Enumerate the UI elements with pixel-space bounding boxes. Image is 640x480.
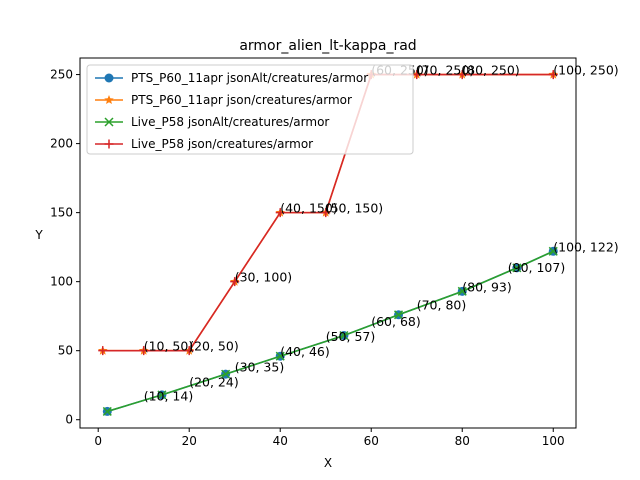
data-label: (20, 50): [189, 339, 239, 354]
y-tick-label: 100: [50, 275, 73, 289]
data-label: (10, 50): [144, 339, 194, 354]
data-label: (50, 57): [326, 329, 376, 344]
data-label: (40, 150): [280, 201, 337, 216]
annotation-layer: (10, 14)(20, 24)(30, 35)(40, 46)(50, 57)…: [144, 63, 619, 404]
data-point: [275, 208, 285, 218]
data-label: (20, 24): [189, 375, 239, 390]
y-tick-label: 0: [65, 413, 73, 427]
data-point: [157, 390, 167, 400]
x-axis-label: X: [324, 456, 332, 470]
legend-marker: [104, 73, 114, 83]
data-point: [412, 70, 422, 80]
legend-label: Live_P58 jsonAlt/creatures/armor: [131, 115, 329, 129]
data-label: (100, 250): [553, 63, 618, 78]
data-point: [321, 208, 331, 218]
legend-label: Live_P58 json/creatures/armor: [131, 137, 313, 151]
x-tick-label: 20: [182, 434, 197, 448]
data-point: [457, 286, 467, 296]
data-point: [230, 277, 240, 287]
legend-label: PTS_P60_11apr json/creatures/armor: [131, 93, 352, 107]
data-point: [275, 351, 285, 361]
chart-title: armor_alien_lt-kappa_rad: [239, 38, 416, 54]
series-3: [102, 246, 558, 416]
data-label: (80, 93): [462, 279, 512, 294]
data-label: (50, 150): [326, 201, 383, 216]
legend-marker: [104, 117, 114, 127]
data-point: [184, 346, 194, 356]
y-tick-label: 50: [58, 344, 73, 358]
series-layer: [98, 69, 558, 416]
legend-label: PTS_P60_11apr jsonAlt/creatures/armor: [131, 71, 368, 85]
series-line: [102, 73, 554, 352]
series-4: [98, 70, 558, 356]
legend-box: [86, 64, 414, 155]
data-label: (30, 100): [235, 270, 292, 285]
x-tick-label: 60: [364, 434, 379, 448]
axis-ticks: 0 20 40 60 80 100 0 50 100 150 200 250: [50, 68, 565, 448]
legend-item: PTS_P60_11apr json/creatures/armor: [95, 93, 352, 107]
legend-item: PTS_P60_11apr jsonAlt/creatures/armor: [95, 71, 368, 85]
y-tick-label: 150: [50, 206, 73, 220]
data-point: [548, 246, 558, 256]
data-point: [98, 346, 108, 356]
data-label: (40, 46): [280, 344, 330, 359]
x-tick-label: 100: [542, 434, 565, 448]
y-tick-label: 200: [50, 137, 73, 151]
data-label: (70, 80): [417, 297, 467, 312]
data-label: (60, 68): [371, 314, 421, 329]
x-tick-label: 80: [455, 434, 470, 448]
data-label: (90, 107): [508, 260, 565, 275]
data-point: [339, 330, 349, 341]
x-tick-label: 0: [94, 434, 102, 448]
legend-marker: [104, 139, 114, 149]
plot-frame: [79, 57, 577, 429]
legend-marker: [104, 95, 114, 105]
y-axis-label: Y: [34, 228, 43, 242]
data-point: [548, 70, 558, 80]
x-tick-label: 40: [273, 434, 288, 448]
legend-item: Live_P58 json/creatures/armor: [95, 137, 313, 151]
data-label: (30, 35): [235, 359, 285, 374]
data-point: [394, 310, 404, 320]
legend-item: Live_P58 jsonAlt/creatures/armor: [95, 115, 329, 129]
data-label: (70, 250): [417, 63, 474, 78]
y-tick-label: 250: [50, 68, 73, 82]
data-label: (10, 14): [144, 388, 194, 403]
data-point: [457, 70, 467, 80]
data-point: [512, 263, 522, 273]
data-label: (80, 250): [462, 63, 519, 78]
data-point: [221, 369, 231, 379]
legend: PTS_P60_11apr jsonAlt/creatures/armor PTS…: [86, 64, 414, 155]
data-point: [139, 346, 149, 356]
data-label: (100, 122): [553, 239, 618, 254]
data-point: [102, 406, 112, 416]
